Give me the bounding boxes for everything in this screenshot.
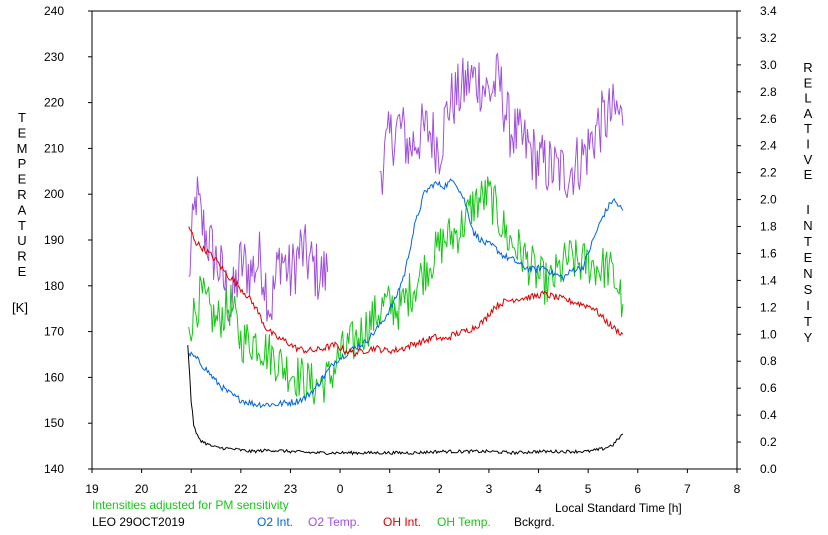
right-tick-label: 2.8 <box>760 85 777 99</box>
axes-layer: 1401501601701801902002102202302400.00.20… <box>12 4 813 496</box>
left-tick-label: 240 <box>44 4 64 18</box>
left-axis-label-letter: E <box>18 264 27 279</box>
left-tick-label: 150 <box>44 416 64 430</box>
left-axis-label-letter: E <box>18 172 27 187</box>
left-axis-label-letter: T <box>18 218 26 233</box>
x-axis-label: Local Standard Time [h] <box>555 501 682 515</box>
x-tick-label: 1 <box>386 482 393 496</box>
left-axis-label-letter: P <box>18 156 27 171</box>
x-tick-label: 4 <box>535 482 542 496</box>
right-tick-label: 3.2 <box>760 31 777 45</box>
right-axis-label-letter: A <box>804 106 813 121</box>
x-tick-label: 20 <box>135 482 149 496</box>
x-tick-label: 7 <box>684 482 691 496</box>
legend-item: O2 Int. <box>257 515 293 529</box>
left-axis-unit: [K] <box>12 300 28 315</box>
right-tick-label: 0.8 <box>760 354 777 368</box>
x-tick-label: 0 <box>337 482 344 496</box>
legend: O2 Int. O2 Temp. OH Int. OH Temp. Bckgrd. <box>257 515 555 529</box>
left-tick-label: 140 <box>44 462 64 476</box>
left-axis-label-letter: E <box>18 125 27 140</box>
x-tick-label: 8 <box>734 482 741 496</box>
right-tick-label: 0.4 <box>760 408 777 422</box>
series-line-oh_int <box>188 226 624 358</box>
right-axis-label-letter: T <box>804 121 812 136</box>
left-axis-label-letter: M <box>17 141 28 156</box>
right-tick-label: 1.6 <box>760 246 777 260</box>
right-tick-label: 1.8 <box>760 220 777 234</box>
x-tick-label: 2 <box>436 482 443 496</box>
x-tick-label: 19 <box>85 482 99 496</box>
right-axis-label-letter: T <box>804 314 812 329</box>
left-tick-label: 210 <box>44 141 64 155</box>
legend-item: Bckgrd. <box>514 515 555 529</box>
right-tick-label: 2.0 <box>760 193 777 207</box>
right-axis-label-letter: E <box>804 167 813 182</box>
right-axis-label-letter: E <box>804 250 813 265</box>
series-line-o2_int <box>188 178 624 409</box>
left-axis-label-letter: R <box>17 187 26 202</box>
left-tick-label: 160 <box>44 370 64 384</box>
x-tick-label: 23 <box>284 482 298 496</box>
series-line-oh_temp <box>188 176 624 405</box>
right-axis-label-letter: S <box>804 282 813 297</box>
x-tick-label: 22 <box>234 482 248 496</box>
legend-item: OH Int. <box>383 515 421 529</box>
right-axis-label-letter: I <box>806 202 810 217</box>
right-tick-label: 1.2 <box>760 300 777 314</box>
legend-item: O2 Temp. <box>308 515 360 529</box>
left-tick-label: 220 <box>44 96 64 110</box>
station-note: LEO 29OCT2019 <box>92 515 185 529</box>
right-axis-label-letter: L <box>804 91 811 106</box>
right-axis-label-letter: R <box>803 60 812 75</box>
right-axis-label-letter: N <box>803 218 812 233</box>
left-axis-label-letter: R <box>17 249 26 264</box>
right-tick-label: 3.0 <box>760 58 777 72</box>
x-tick-label: 6 <box>634 482 641 496</box>
left-tick-label: 170 <box>44 325 64 339</box>
plot-frame <box>91 10 738 470</box>
right-axis-label-letter: T <box>804 234 812 249</box>
right-tick-label: 2.6 <box>760 112 777 126</box>
right-axis-label-letter: I <box>806 137 810 152</box>
right-tick-label: 3.4 <box>760 4 777 18</box>
right-tick-label: 2.2 <box>760 166 777 180</box>
left-tick-label: 230 <box>44 50 64 64</box>
right-tick-label: 2.4 <box>760 139 777 153</box>
right-tick-label: 0.0 <box>760 462 777 476</box>
right-tick-label: 1.0 <box>760 327 777 341</box>
right-axis-label-letter: N <box>803 266 812 281</box>
series-layer <box>187 52 624 456</box>
right-tick-label: 1.4 <box>760 273 777 287</box>
right-tick-label: 0.2 <box>760 435 777 449</box>
series-line-o2temp <box>379 52 624 199</box>
left-axis-label-letter: T <box>18 110 26 125</box>
left-axis-label-letter: U <box>17 233 26 248</box>
sensitivity-note: Intensities adjusted for PM sensitivity <box>92 498 289 512</box>
x-tick-label: 21 <box>185 482 199 496</box>
left-axis-label-letter: A <box>18 202 27 217</box>
legend-item: OH Temp. <box>437 515 491 529</box>
left-tick-label: 180 <box>44 279 64 293</box>
left-tick-label: 200 <box>44 187 64 201</box>
right-axis-label-letter: V <box>804 152 813 167</box>
plot-border <box>91 10 738 470</box>
x-tick-label: 5 <box>585 482 592 496</box>
right-tick-label: 0.6 <box>760 381 777 395</box>
right-axis-label-letter: I <box>806 298 810 313</box>
x-tick-label: 3 <box>486 482 493 496</box>
series-line-o2temp <box>188 176 329 322</box>
right-axis-label-letter: E <box>804 75 813 90</box>
series-line-bckgrd <box>187 345 624 456</box>
right-axis-label-letter: Y <box>804 330 813 345</box>
left-tick-label: 190 <box>44 233 64 247</box>
